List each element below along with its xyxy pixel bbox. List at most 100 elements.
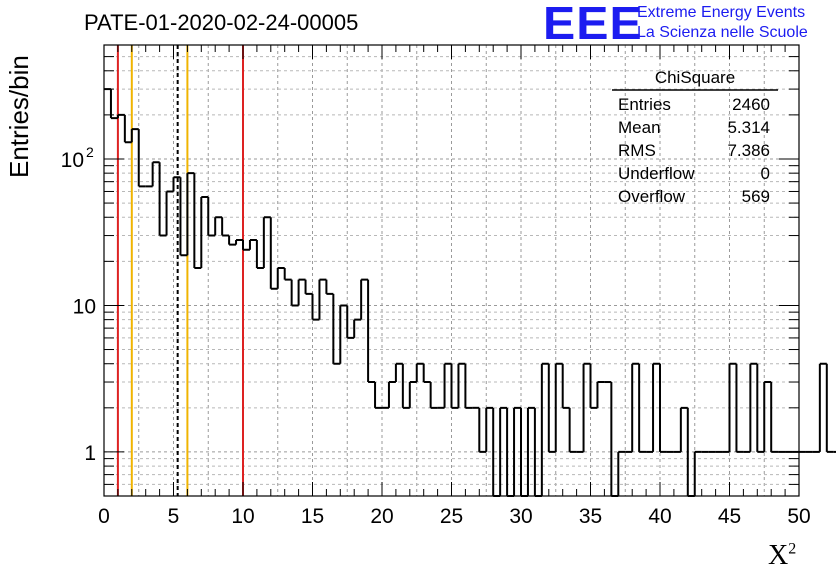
histogram-bin	[151, 161, 160, 187]
histogram-bin	[207, 197, 216, 237]
y-tick-label: 1	[84, 442, 96, 465]
stats-row-label: Underflow	[618, 164, 695, 183]
histogram-bin	[116, 113, 125, 119]
histogram-bin	[137, 129, 146, 188]
histogram-bin	[652, 362, 660, 452]
histogram-bin	[770, 382, 779, 453]
histogram-bin	[457, 362, 466, 408]
grid-lines	[103, 44, 800, 497]
x-tick-label: 35	[579, 505, 602, 528]
histogram-bin	[756, 363, 765, 453]
x-tick-label: 30	[509, 505, 532, 528]
x-tick-label: 25	[440, 505, 463, 528]
histogram-bin	[638, 363, 647, 453]
histogram-bin	[123, 114, 132, 144]
histogram-bin	[631, 362, 640, 452]
stats-row-label: RMS	[618, 141, 656, 160]
histogram-bin	[311, 293, 320, 321]
marker-lines	[116, 45, 244, 496]
histogram-bin	[526, 406, 535, 496]
histogram-bin	[186, 172, 195, 256]
histogram-bin	[318, 278, 327, 320]
stats-row-value: 0	[761, 164, 770, 183]
histogram-bin	[214, 216, 223, 236]
histogram-bin	[582, 362, 591, 452]
histogram-bin	[255, 239, 264, 270]
histogram-bin	[297, 278, 306, 306]
histogram-bin	[387, 381, 396, 408]
x-tick-label: 5	[168, 505, 180, 528]
histogram-bin	[109, 89, 118, 120]
histogram-bin	[693, 450, 702, 496]
histogram-bin	[158, 162, 167, 237]
histogram-bin	[221, 217, 230, 237]
stats-row-label: Overflow	[618, 187, 686, 206]
stats-row-value: 569	[742, 187, 770, 206]
histogram-bins	[104, 88, 836, 497]
histogram-bin	[172, 176, 181, 192]
eee-logo: EEE	[543, 0, 643, 49]
histogram-bin	[610, 382, 619, 497]
histogram-bin	[540, 362, 549, 496]
histogram-bin	[659, 363, 667, 453]
x-tick-label: 40	[648, 505, 671, 528]
stats-row-label: Entries	[618, 95, 671, 114]
histogram-bin	[825, 363, 834, 453]
histogram-bin	[735, 363, 744, 453]
stats-box: ChiSquare Entries 2460 Mean 5.314 RMS 7.386 Und…	[612, 68, 778, 206]
x-tick-label: 15	[301, 505, 324, 528]
chart-title: PATE-01-2020-02-24-00005	[84, 10, 359, 35]
histogram-bin	[589, 363, 598, 409]
histogram-bin	[269, 217, 278, 290]
histogram-bin	[304, 279, 313, 295]
histogram-bin	[248, 238, 257, 250]
y-tick-label-sup: 2	[86, 144, 94, 160]
histogram-bin	[679, 406, 688, 452]
histogram-bin	[200, 196, 209, 269]
histogram-bin	[561, 363, 570, 409]
histogram-bin	[360, 278, 369, 320]
x-axis-label-sup: 2	[788, 540, 797, 558]
logo-line-1: Extreme Energy Events	[637, 4, 806, 21]
histogram-bin	[568, 407, 577, 453]
histogram-bin	[547, 363, 556, 453]
histogram-bin	[429, 382, 438, 409]
histogram-bin	[353, 318, 362, 338]
histogram-bin	[262, 216, 271, 269]
x-axis-label: X2	[768, 540, 796, 572]
histogram-bin	[513, 406, 521, 496]
histogram-bin	[401, 363, 410, 409]
histogram-bin	[478, 407, 487, 453]
histogram-bin	[818, 362, 827, 452]
x-tick-label: 45	[718, 505, 741, 528]
histogram-bin	[242, 239, 250, 251]
histogram-bin	[235, 238, 243, 245]
histogram-bin	[617, 450, 626, 496]
stats-row-value: 2460	[732, 95, 770, 114]
x-tick-label: 0	[98, 505, 110, 528]
histogram-bin	[422, 363, 431, 384]
x-tick-label: 10	[231, 505, 254, 528]
histogram-bin	[554, 362, 563, 452]
histogram-bin	[749, 362, 758, 452]
histogram-bin	[415, 362, 424, 383]
histogram-bin	[165, 190, 174, 236]
histogram-bin	[408, 381, 417, 408]
histogram-bin	[228, 235, 237, 246]
histogram-bin	[485, 406, 494, 452]
stats-row-value: 5.314	[727, 118, 770, 137]
histogram-bin	[325, 279, 334, 295]
histogram-bin	[290, 279, 299, 307]
x-tick-label: 50	[787, 505, 810, 528]
histogram-bin	[443, 362, 452, 408]
histogram-bin	[130, 128, 139, 143]
stats-row-value: 7.386	[727, 141, 770, 160]
histogram-bin	[332, 293, 341, 365]
histogram-bin	[367, 279, 376, 384]
stats-title: ChiSquare	[655, 68, 735, 87]
histogram-bin	[763, 381, 772, 452]
y-tick-label: 10	[73, 295, 96, 318]
x-axis-label-base: X	[768, 540, 789, 571]
